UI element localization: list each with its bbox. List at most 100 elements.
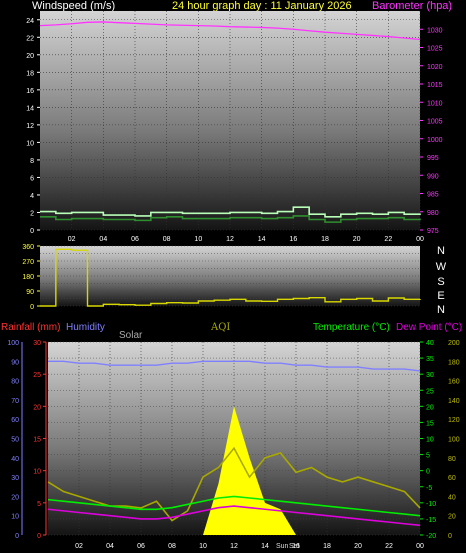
barometer-tick-label: 975 — [427, 228, 439, 235]
panel3-x-ticks: 02 04 06 08 10 12 14 16 18 20 22 00 — [75, 543, 424, 550]
humidity-tick-label: 70 — [11, 398, 19, 405]
x-tick-label: 16 — [292, 543, 300, 550]
temperature-tick-label: 30 — [426, 372, 434, 379]
humidity-tick-label: 80 — [11, 379, 19, 386]
x-tick-label: 20 — [354, 543, 362, 550]
x-tick-label: 18 — [321, 236, 329, 243]
humidity-tick-label: 30 — [11, 475, 19, 482]
x-tick-label: 16 — [289, 236, 297, 243]
barometer-tick-label: 995 — [427, 155, 439, 162]
x-tick-label: 04 — [99, 236, 107, 243]
temperature-tick-label: 10 — [426, 437, 434, 444]
x-tick-label: 06 — [137, 543, 145, 550]
humidity-tick-label: 0 — [15, 533, 19, 540]
rainfall-tick-label: 25 — [33, 372, 41, 379]
compass-label: S — [437, 276, 444, 288]
humidity-tick-label: 100 — [7, 340, 19, 347]
temperature-tick-label: -20 — [426, 533, 436, 540]
humidity-tick-label: 90 — [11, 359, 19, 366]
solar-area — [48, 406, 420, 535]
x-tick-label: 08 — [168, 543, 176, 550]
barometer-line — [39, 21, 421, 41]
windspeed-tick-label: 18 — [26, 70, 34, 77]
temperature-tick-label: -10 — [426, 501, 436, 508]
barometer-axis-title: Barometer (hpa) — [372, 0, 452, 12]
rainfall-axis-title: Rainfall (mm) — [1, 322, 60, 333]
wind-baro-grid — [40, 11, 421, 231]
aqi-tick-label: 120 — [448, 417, 460, 424]
aqi-tick-label: 100 — [448, 437, 460, 444]
aqi-tick-label: 200 — [448, 340, 460, 347]
barometer-ticks: 975 980 985 990 995 1000 1005 1010 1015 1020 1025 1… — [420, 27, 443, 235]
solar-axis-title: Solar — [119, 330, 143, 341]
rainfall-tick-label: 20 — [33, 404, 41, 411]
humidity-tick-label: 40 — [11, 456, 19, 463]
barometer-tick-label: 980 — [427, 210, 439, 217]
windspeed-tick-label: 14 — [26, 105, 34, 112]
humidity-tick-label: 20 — [11, 494, 19, 501]
windspeed-tick-label: 6 — [30, 175, 34, 182]
humidity-line — [48, 360, 421, 372]
aqi-tick-label: 60 — [448, 475, 456, 482]
temperature-tick-label: 0 — [426, 469, 430, 476]
direction-line — [40, 248, 421, 307]
direction-tick-label: 180 — [22, 274, 34, 281]
temperature-tick-label: 5 — [426, 453, 430, 460]
wind-baro-series — [39, 21, 421, 223]
sunrise-label: Sun — [276, 543, 289, 550]
compass-label: E — [437, 290, 444, 302]
temperature-line — [47, 495, 421, 517]
direction-ticks: 0 90 180 270 360 — [22, 244, 40, 311]
humidity-tick-label: 50 — [11, 437, 19, 444]
temperature-tick-label: 20 — [426, 404, 434, 411]
x-tick-label: 20 — [353, 236, 361, 243]
barometer-tick-label: 1000 — [427, 137, 443, 144]
x-tick-label: 02 — [75, 543, 83, 550]
windspeed-tick-label: 20 — [26, 53, 34, 60]
temperature-tick-label: 40 — [426, 340, 434, 347]
humidity-tick-label: 60 — [11, 417, 19, 424]
x-tick-label: 18 — [323, 543, 331, 550]
windspeed-line — [40, 215, 421, 223]
x-tick-label: 22 — [384, 236, 392, 243]
windspeed-tick-label: 2 — [30, 210, 34, 217]
x-tick-label: 00 — [416, 236, 424, 243]
windspeed-tick-label: 10 — [26, 140, 34, 147]
temperature-axis-title: Temperature (°C) — [313, 322, 390, 333]
chart-title: 24 hour graph day : 11 January 2026 — [172, 0, 352, 12]
aqi-tick-label: 160 — [448, 379, 460, 386]
aqi-ticks: 0 20 40 60 80 100 120 140 160 180 200 — [448, 340, 460, 540]
aqi-tick-label: 0 — [448, 533, 452, 540]
x-tick-label: 06 — [131, 236, 139, 243]
temperature-ticks: -20 -15 -10 -5 0 5 10 15 20 25 30 35 40 — [420, 340, 436, 540]
barometer-tick-label: 985 — [427, 192, 439, 199]
temperature-tick-label: 35 — [426, 356, 434, 363]
x-tick-label: 00 — [416, 543, 424, 550]
dewpoint-axis-title: Dew Point (°C) — [396, 322, 462, 333]
x-tick-label: 02 — [68, 236, 76, 243]
humidity-axis-title: Humidity — [66, 322, 105, 333]
windspeed-tick-label: 24 — [26, 18, 34, 25]
temp-humidity-series — [47, 360, 421, 535]
rainfall-tick-label: 15 — [33, 437, 41, 444]
humidity-ticks: 0 10 20 30 40 50 60 70 80 90 100 — [7, 340, 23, 540]
barometer-tick-label: 1025 — [427, 46, 443, 53]
temperature-tick-label: -15 — [426, 517, 436, 524]
barometer-tick-label: 1020 — [427, 64, 443, 71]
direction-tick-label: 90 — [26, 289, 34, 296]
aqi-tick-label: 140 — [448, 398, 460, 405]
aqi-axis-title: AQI — [210, 322, 230, 333]
gust-line — [40, 206, 421, 218]
windspeed-tick-label: 8 — [30, 158, 34, 165]
compass-label: W — [436, 261, 447, 273]
rainfall-tick-label: 30 — [33, 340, 41, 347]
windspeed-tick-label: 4 — [30, 193, 34, 200]
x-tick-label: 08 — [163, 236, 171, 243]
sunset-label: Set — [289, 543, 300, 550]
compass-label: N — [437, 304, 445, 316]
x-tick-label: 04 — [106, 543, 114, 550]
aqi-tick-label: 80 — [448, 456, 456, 463]
aqi-tick-label: 40 — [448, 494, 456, 501]
